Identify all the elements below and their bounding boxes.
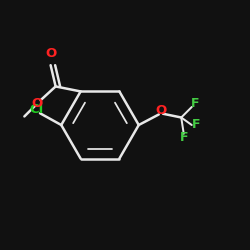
Text: F: F [192, 118, 200, 132]
Text: F: F [180, 131, 188, 144]
Text: Cl: Cl [29, 103, 43, 116]
Text: F: F [191, 97, 200, 110]
Text: O: O [45, 47, 56, 60]
Text: O: O [156, 104, 167, 117]
Text: O: O [32, 97, 43, 110]
